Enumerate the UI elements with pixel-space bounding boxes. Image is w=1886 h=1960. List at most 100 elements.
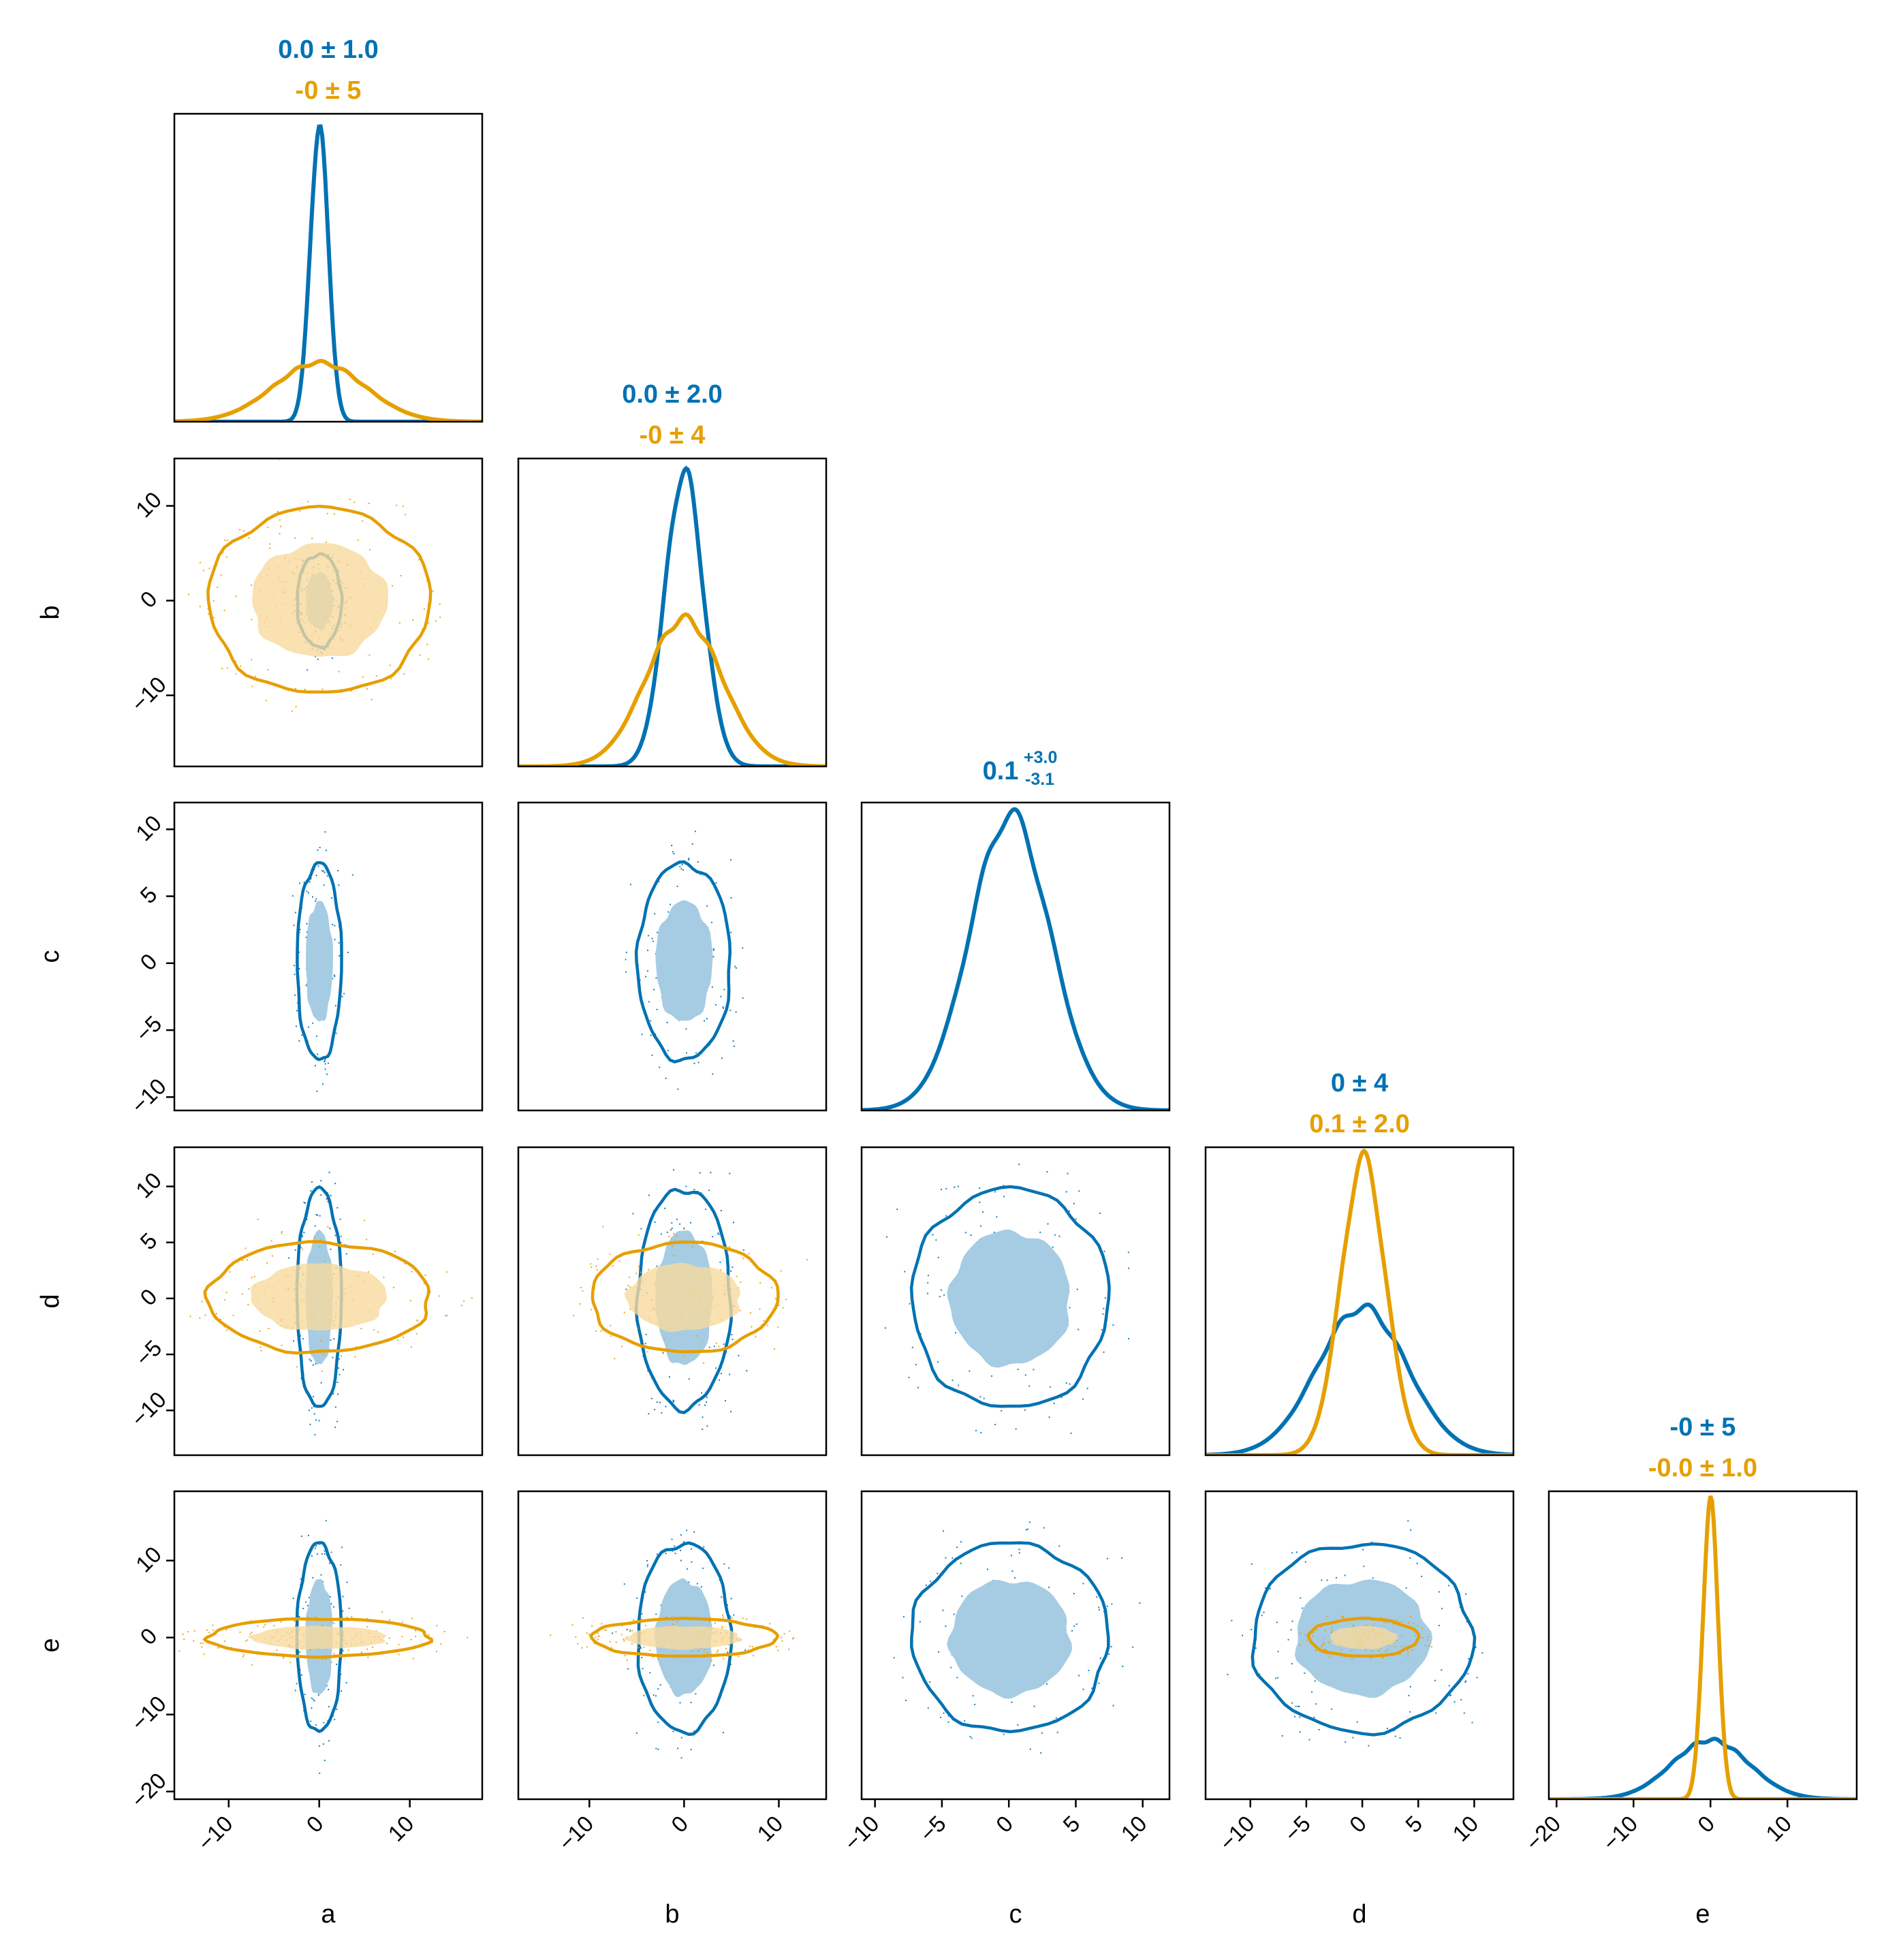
ytick-label-c: 5 bbox=[135, 882, 161, 908]
stat-b-series-1: 0.0 ± 2.0 bbox=[622, 380, 723, 409]
ytick-label-b: −10 bbox=[126, 672, 171, 717]
panel-a-a bbox=[174, 124, 482, 422]
panel-d-b bbox=[573, 1169, 808, 1430]
contour-line-a-c-series-1 bbox=[296, 861, 343, 1061]
panel-e-c bbox=[893, 1521, 1141, 1754]
density-b-series-2 bbox=[518, 612, 826, 766]
yaxis-label-c: c bbox=[36, 950, 65, 963]
ytick-label-b: 10 bbox=[131, 487, 166, 523]
density-c-series-1 bbox=[862, 807, 1169, 1110]
xtick-label-d: −10 bbox=[1214, 1811, 1259, 1856]
ytick-label-d: −5 bbox=[131, 1335, 167, 1371]
xtick-label-e: −20 bbox=[1521, 1811, 1566, 1856]
xtick-label-b: −10 bbox=[554, 1811, 599, 1856]
panel-e-b bbox=[550, 1529, 794, 1759]
ytick-label-e: 0 bbox=[135, 1623, 161, 1649]
contour-line-c-e-series-1 bbox=[910, 1541, 1110, 1734]
xtick-label-b: 10 bbox=[752, 1811, 787, 1846]
xaxis-label-d: d bbox=[1352, 1900, 1366, 1929]
contour-line-b-d-series-2 bbox=[591, 1240, 780, 1354]
xtick-label-e: 0 bbox=[1693, 1811, 1719, 1837]
contour-fill-c-e-series-1 bbox=[947, 1579, 1073, 1699]
xaxis-label-e: e bbox=[1695, 1900, 1710, 1929]
yaxis-label-d: d bbox=[36, 1294, 65, 1308]
panel-c-c bbox=[862, 807, 1169, 1110]
xtick-label-d: 10 bbox=[1447, 1811, 1483, 1846]
density-b-series-1 bbox=[518, 465, 826, 766]
panel-frame-b-a bbox=[173, 457, 484, 768]
xtick-label-c: 5 bbox=[1058, 1811, 1084, 1837]
panel-frame-e-d bbox=[1204, 1490, 1515, 1801]
panel-frame-d-a bbox=[173, 1146, 484, 1457]
ytick-label-e: 10 bbox=[131, 1542, 166, 1577]
contour-line-d-e-series-2 bbox=[1306, 1617, 1421, 1658]
xtick-label-b: 0 bbox=[666, 1811, 693, 1837]
panel-e-d bbox=[1227, 1520, 1483, 1747]
panel-frame-d-c bbox=[860, 1146, 1171, 1457]
contour-line-b-c-series-1 bbox=[634, 860, 732, 1063]
stat-e-series-2: -0.0 ± 1.0 bbox=[1648, 1454, 1757, 1482]
contour-fill-b-e-series-2 bbox=[624, 1625, 743, 1650]
xtick-label-d: 0 bbox=[1345, 1811, 1371, 1837]
xaxis-label-b: b bbox=[665, 1900, 679, 1929]
density-a-series-2 bbox=[174, 358, 482, 422]
stat-a-series-1: 0.0 ± 1.0 bbox=[278, 35, 379, 64]
panel-frame-c-b bbox=[517, 801, 828, 1112]
xtick-label-a: 10 bbox=[383, 1811, 418, 1846]
contour-line-d-e-series-1 bbox=[1251, 1542, 1477, 1737]
panel-d-d bbox=[1206, 1148, 1513, 1455]
panel-frame-d-d bbox=[1204, 1146, 1515, 1457]
contour-fill-b-c-series-1 bbox=[655, 900, 713, 1021]
contour-fill-a-e-series-2 bbox=[248, 1625, 387, 1650]
panel-d-a bbox=[189, 1171, 473, 1435]
contour-fill-a-b-series-2 bbox=[252, 543, 388, 657]
contour-line-a-d-series-2 bbox=[203, 1240, 431, 1355]
panel-frame-a-a bbox=[173, 112, 484, 423]
panel-b-a bbox=[188, 458, 441, 712]
panel-frame-e-e bbox=[1547, 1490, 1858, 1801]
contour-fill-a-d-series-2 bbox=[251, 1263, 387, 1331]
panel-frame-b-b bbox=[517, 457, 828, 768]
xtick-label-c: −5 bbox=[915, 1811, 951, 1847]
stat-c-lower: -3.1 bbox=[1025, 770, 1054, 789]
stat-b-series-2: -0 ± 4 bbox=[640, 421, 706, 450]
contour-fill-d-e-series-2 bbox=[1330, 1625, 1398, 1649]
density-e-series-2 bbox=[1549, 1495, 1857, 1799]
stat-e-series-1: -0 ± 5 bbox=[1670, 1413, 1736, 1442]
xtick-label-d: 5 bbox=[1400, 1811, 1427, 1837]
stat-a-series-2: -0 ± 5 bbox=[296, 76, 362, 105]
panel-d-c bbox=[884, 1164, 1130, 1434]
ytick-label-d: 5 bbox=[135, 1228, 161, 1254]
panel-frame-e-b bbox=[517, 1490, 828, 1801]
contour-line-b-e-series-2 bbox=[589, 1617, 780, 1658]
contour-line-a-b-series-2 bbox=[206, 504, 433, 694]
panel-frame-d-b bbox=[517, 1146, 828, 1457]
contour-line-c-d-series-1 bbox=[909, 1185, 1111, 1408]
stat-d-series-1: 0 ± 4 bbox=[1331, 1069, 1388, 1098]
xtick-label-e: −10 bbox=[1598, 1811, 1643, 1856]
ytick-label-b: 0 bbox=[135, 586, 161, 612]
ytick-label-d: 0 bbox=[135, 1284, 161, 1310]
contour-line-a-e-series-2 bbox=[202, 1617, 434, 1659]
ytick-label-c: −10 bbox=[126, 1074, 171, 1119]
yaxis-label-e: e bbox=[36, 1638, 65, 1652]
ytick-label-d: 10 bbox=[131, 1167, 166, 1202]
ytick-label-c: 10 bbox=[131, 810, 166, 845]
density-a-series-1 bbox=[174, 124, 482, 422]
ytick-label-e: −20 bbox=[126, 1768, 171, 1813]
xtick-label-e: 10 bbox=[1761, 1811, 1796, 1846]
contour-fill-b-d-series-2 bbox=[624, 1262, 740, 1333]
ytick-label-c: −5 bbox=[131, 1011, 167, 1047]
ytick-label-e: −10 bbox=[126, 1691, 171, 1736]
xaxis-label-a: a bbox=[321, 1900, 336, 1929]
xtick-label-c: 10 bbox=[1116, 1811, 1152, 1846]
xtick-label-c: 0 bbox=[991, 1811, 1018, 1837]
stat-d-series-2: 0.1 ± 2.0 bbox=[1309, 1110, 1410, 1138]
xtick-label-a: 0 bbox=[302, 1811, 328, 1837]
panel-e-a bbox=[178, 1520, 469, 1774]
contour-fill-c-d-series-1 bbox=[947, 1229, 1070, 1368]
contour-fill-a-c-series-1 bbox=[306, 901, 333, 1022]
panel-e-e bbox=[1549, 1495, 1857, 1799]
yaxis-label-b: b bbox=[36, 605, 65, 619]
